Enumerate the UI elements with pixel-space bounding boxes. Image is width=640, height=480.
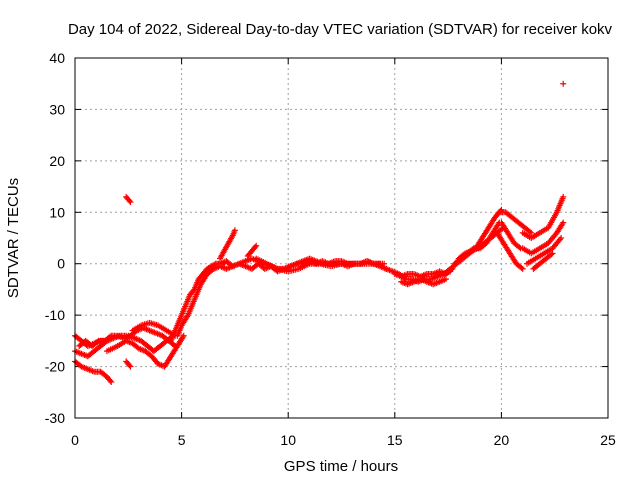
data-point [549, 250, 556, 257]
plot-frame [74, 57, 609, 419]
y-tick-label: -10 [45, 307, 65, 323]
y-tick-label: -20 [45, 359, 65, 375]
data-point [252, 244, 259, 250]
series-arc-5 [103, 332, 187, 370]
x-tick-label: 20 [494, 432, 510, 448]
y-axis-label: SDTVAR / TECUs [5, 178, 22, 298]
data-point [528, 229, 535, 236]
series-spike-1 [216, 227, 238, 262]
series-spike-2 [244, 242, 260, 259]
data-point [231, 227, 238, 234]
x-tick-label: 10 [280, 432, 296, 448]
data-points [72, 80, 567, 385]
y-tick-label: 20 [49, 153, 65, 169]
y-tick-label: -30 [45, 410, 65, 426]
x-tick-label: 15 [387, 432, 403, 448]
data-point [526, 228, 533, 235]
series-tail-3 [523, 235, 565, 267]
data-point [108, 379, 115, 385]
data-point [442, 276, 449, 283]
data-point [127, 363, 134, 370]
chart-title: Day 104 of 2022, Sidereal Day-to-day VTE… [68, 21, 613, 38]
y-tick-label: 10 [49, 204, 65, 220]
data-point [548, 251, 555, 258]
data-point [381, 260, 388, 267]
series-climb-1 [440, 206, 505, 277]
x-axis-label: GPS time / hours [284, 458, 398, 475]
data-point [126, 197, 133, 204]
x-tick-label: 5 [178, 432, 186, 448]
series-rise-2 [174, 265, 217, 339]
series-outlier-1 [123, 193, 134, 205]
y-tick-label: 30 [49, 101, 65, 117]
data-point [180, 332, 187, 339]
series-plateau-3 [253, 255, 388, 275]
data-point [558, 235, 565, 241]
series-outlier-2 [560, 80, 567, 87]
series-arc-3 [72, 358, 115, 385]
data-point [518, 264, 525, 271]
data-point [127, 199, 134, 205]
series-fall-1 [496, 209, 535, 236]
series-climb-3 [455, 224, 507, 262]
data-point [560, 219, 567, 226]
data-point [106, 333, 113, 340]
series-fall-2 [494, 229, 526, 272]
data-point [126, 362, 133, 369]
x-tick-label: 0 [71, 432, 79, 448]
data-point [560, 80, 567, 87]
y-tick-label: 0 [57, 256, 65, 272]
data-point [560, 193, 567, 200]
data-point [253, 242, 260, 249]
series-arc-8 [123, 358, 134, 370]
series-rise [167, 260, 228, 344]
series-tail-2 [519, 219, 567, 257]
data-point [94, 338, 101, 345]
series-tail-4 [530, 250, 556, 272]
y-tick-label: 40 [49, 50, 65, 66]
data-point [516, 244, 523, 251]
series-tail-1 [519, 193, 567, 241]
series-dip-3 [398, 276, 449, 288]
data-point [107, 377, 114, 384]
x-tick-label: 25 [600, 432, 616, 448]
data-point [519, 265, 526, 272]
